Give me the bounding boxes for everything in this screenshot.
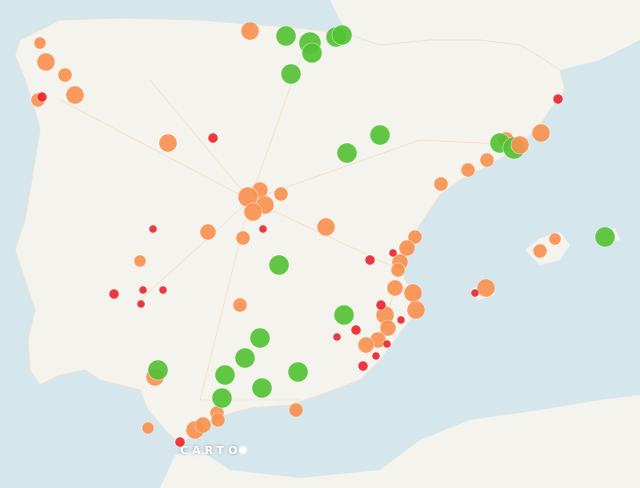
red-marker[interactable] [382, 339, 392, 349]
red-marker[interactable] [332, 332, 342, 342]
red-marker[interactable] [148, 224, 158, 234]
red-marker[interactable] [174, 436, 186, 448]
orange-marker[interactable] [476, 278, 496, 298]
orange-marker[interactable] [316, 217, 336, 237]
iberia-landmass [14, 17, 566, 446]
green-marker[interactable] [147, 359, 169, 381]
orange-marker[interactable] [235, 230, 251, 246]
red-marker[interactable] [136, 299, 146, 309]
red-marker[interactable] [207, 132, 219, 144]
orange-marker[interactable] [133, 254, 147, 268]
mallorca-island [525, 232, 570, 265]
green-marker[interactable] [287, 361, 309, 383]
red-marker[interactable] [364, 254, 376, 266]
orange-marker[interactable] [232, 297, 248, 313]
orange-marker[interactable] [510, 135, 530, 155]
orange-marker[interactable] [406, 300, 426, 320]
carto-logo-dot [239, 446, 248, 454]
orange-marker[interactable] [398, 239, 416, 257]
orange-marker[interactable] [141, 421, 155, 435]
orange-marker[interactable] [548, 232, 562, 246]
green-marker[interactable] [268, 254, 290, 276]
green-marker[interactable] [275, 25, 297, 47]
red-marker[interactable] [470, 288, 480, 298]
red-marker[interactable] [258, 224, 268, 234]
orange-marker[interactable] [532, 243, 548, 259]
marker-layer [30, 21, 616, 448]
orange-marker[interactable] [357, 336, 375, 354]
red-marker[interactable] [396, 315, 406, 325]
orange-marker[interactable] [379, 319, 397, 337]
carto-attribution[interactable]: CARTO [180, 444, 248, 457]
orange-marker[interactable] [33, 36, 47, 50]
red-marker[interactable] [357, 360, 369, 372]
orange-marker[interactable] [210, 412, 226, 428]
red-marker[interactable] [36, 91, 48, 103]
red-marker[interactable] [388, 248, 398, 258]
orange-marker[interactable] [57, 67, 73, 83]
orange-marker[interactable] [403, 283, 423, 303]
red-marker[interactable] [158, 285, 168, 295]
france-landmass [330, 0, 640, 70]
orange-marker[interactable] [479, 152, 495, 168]
africa-landmass [160, 395, 640, 488]
green-marker[interactable] [249, 327, 271, 349]
orange-marker[interactable] [194, 416, 212, 434]
orange-marker[interactable] [288, 402, 304, 418]
orange-marker[interactable] [407, 229, 423, 245]
orange-marker[interactable] [273, 186, 289, 202]
red-marker[interactable] [375, 299, 387, 311]
green-marker[interactable] [369, 124, 391, 146]
land-layer [14, 0, 640, 488]
attribution-text: CARTO [180, 444, 242, 457]
red-marker[interactable] [371, 351, 381, 361]
orange-marker[interactable] [65, 85, 85, 105]
orange-marker[interactable] [199, 223, 217, 241]
orange-marker[interactable] [36, 52, 56, 72]
orange-marker[interactable] [390, 262, 406, 278]
orange-marker[interactable] [158, 133, 178, 153]
green-marker[interactable] [234, 347, 256, 369]
orange-marker[interactable] [460, 162, 476, 178]
green-marker[interactable] [280, 63, 302, 85]
orange-marker[interactable] [531, 123, 551, 143]
green-marker[interactable] [331, 24, 353, 46]
orange-marker[interactable] [433, 176, 449, 192]
green-marker[interactable] [333, 304, 355, 326]
green-marker[interactable] [594, 226, 616, 248]
green-marker[interactable] [301, 42, 323, 64]
orange-marker[interactable] [386, 279, 404, 297]
red-marker[interactable] [108, 288, 120, 300]
red-marker[interactable] [138, 285, 148, 295]
red-marker[interactable] [552, 93, 564, 105]
orange-marker[interactable] [240, 21, 260, 41]
green-marker[interactable] [211, 387, 233, 409]
green-marker[interactable] [336, 142, 358, 164]
orange-marker[interactable] [243, 202, 263, 222]
red-marker[interactable] [350, 324, 362, 336]
green-marker[interactable] [214, 364, 236, 386]
green-marker[interactable] [251, 377, 273, 399]
